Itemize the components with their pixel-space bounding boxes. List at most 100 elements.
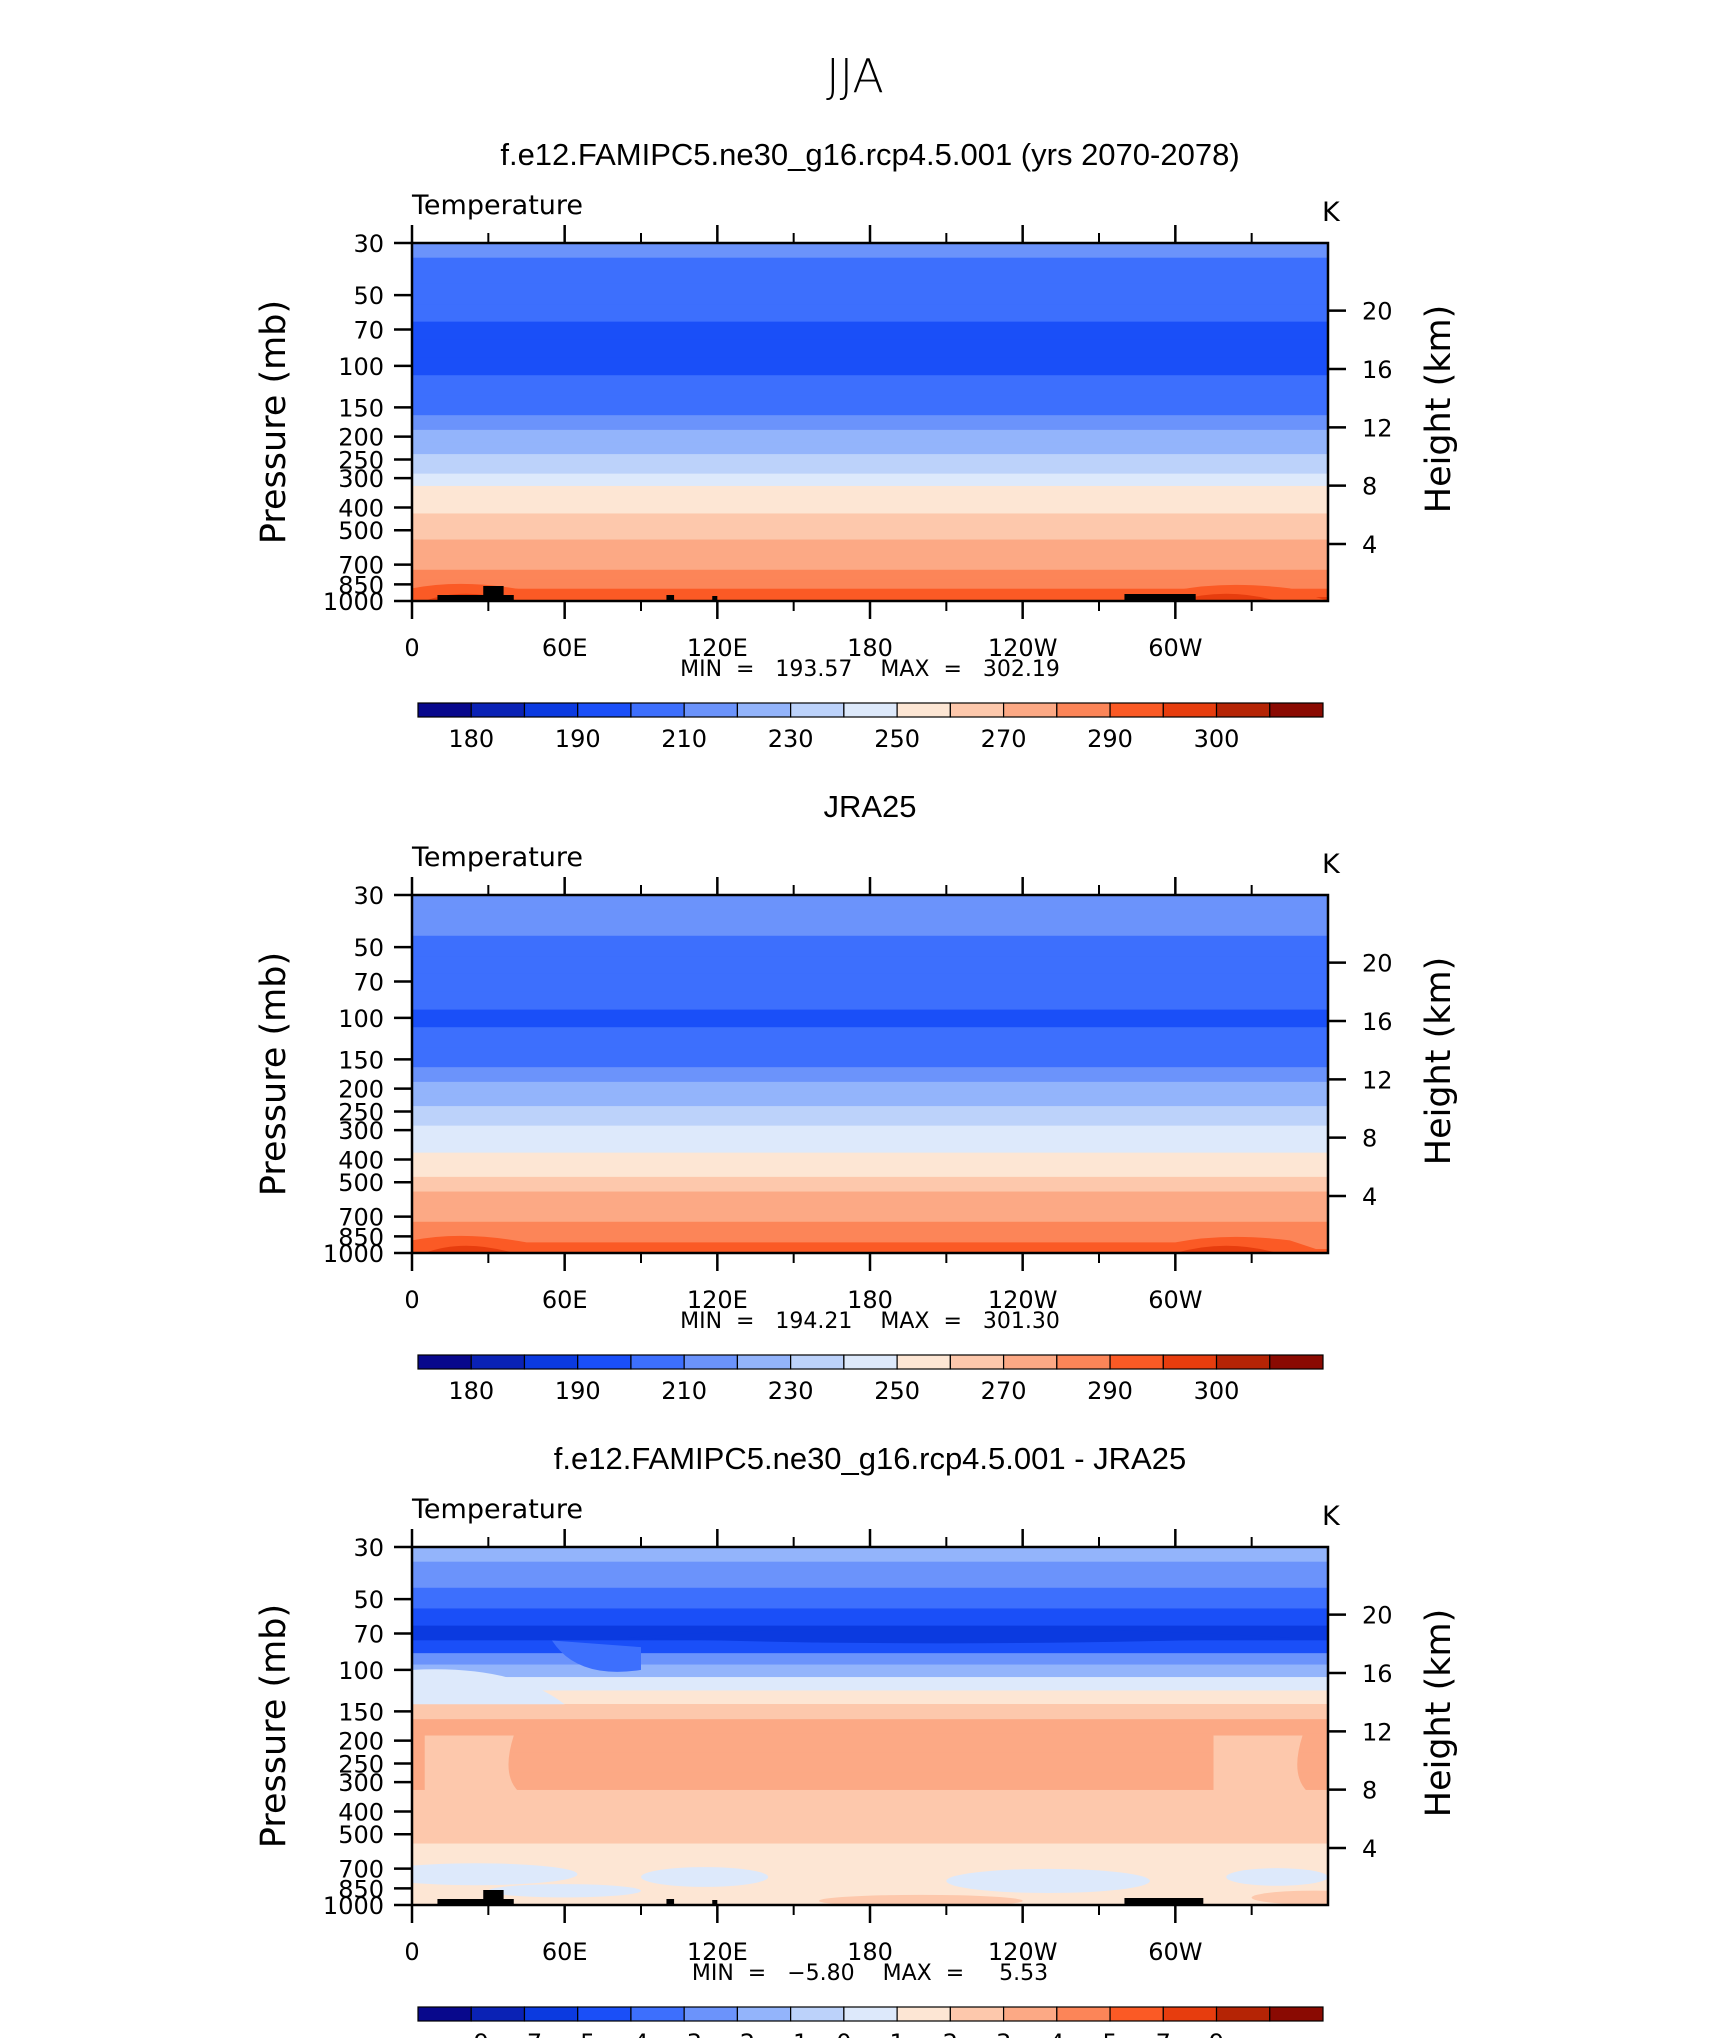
plot-area: [412, 895, 1328, 1253]
y-tick-label: 700: [338, 1856, 384, 1884]
y-axis-label: Pressure (mb): [254, 1604, 294, 1848]
y-right-tick-label: 4: [1362, 1183, 1377, 1211]
contour-band: [412, 1733, 1328, 1753]
terrain-mask: [666, 1899, 675, 1905]
colorbar-swatch: [523, 702, 579, 718]
colorbar-swatch: [577, 1354, 632, 1370]
surface-band: [1175, 1245, 1278, 1253]
y-tick-label: 700: [338, 1204, 384, 1232]
colorbar-swatch: [896, 2006, 951, 2022]
contour-band: [412, 1208, 1328, 1223]
y-tick-label: 100: [338, 1657, 384, 1685]
anomaly-feature: [424, 1735, 519, 1792]
y-right-tick-label: 8: [1362, 1125, 1377, 1153]
anomaly-feature: [1213, 1735, 1308, 1792]
colorbar-swatch: [1002, 702, 1058, 718]
colorbar-label: 3: [996, 2029, 1011, 2038]
colorbar-swatch: [843, 1354, 898, 1370]
colorbar-label: 270: [981, 725, 1027, 753]
contour-band: [412, 1561, 1328, 1589]
contour-band: [412, 1106, 1328, 1118]
y-tick-label: 150: [338, 394, 384, 422]
terrain-mask: [437, 1899, 514, 1905]
colorbar-swatch: [736, 702, 792, 718]
colorbar-swatch: [1109, 2006, 1164, 2022]
colorbar-swatch: [1056, 702, 1111, 718]
colorbar-label: −5: [560, 2029, 595, 2038]
colorbar-label: 210: [661, 1377, 707, 1405]
colorbar-swatch: [683, 1354, 739, 1370]
contour-band: [412, 485, 1328, 502]
colorbar-swatch: [790, 702, 845, 718]
contour-band: [412, 1677, 1328, 1692]
contour-band: [412, 321, 1328, 341]
contour-band: [412, 415, 1328, 431]
y-tick-label: 70: [353, 969, 384, 997]
x-tick-label: 60W: [1148, 1286, 1202, 1314]
contour-band: [412, 1067, 1328, 1083]
y-right-tick-label: 8: [1362, 473, 1377, 501]
anomaly-feature: [641, 1867, 769, 1887]
y-right-axis-label: Height (km): [1419, 1609, 1459, 1818]
panel-title: JRA25: [823, 789, 916, 824]
colorbar-swatch: [949, 702, 1005, 718]
colorbar-swatch: [790, 1354, 845, 1370]
colorbar-swatch: [949, 1354, 1005, 1370]
contour-band: [412, 454, 1328, 466]
contour-band: [412, 500, 1328, 515]
anomaly-feature: [551, 1640, 641, 1672]
y-right-tick-label: 12: [1362, 414, 1393, 442]
colorbar-swatch: [417, 2006, 472, 2022]
contour-band: [412, 395, 1328, 416]
colorbar-label: 2: [943, 2029, 958, 2038]
y-tick-label: 700: [338, 552, 384, 580]
y-tick-label: 200: [338, 424, 384, 452]
y-tick-label: 250: [338, 1098, 384, 1126]
colorbar-swatch: [1162, 1354, 1218, 1370]
colorbar-swatch: [1215, 2006, 1271, 2022]
y-tick-label: 850: [338, 1875, 384, 1903]
min-max-stats: MIN = −5.80 MAX = 5.53: [692, 1961, 1048, 1986]
contour-band: [412, 1116, 1328, 1127]
y-tick-label: 50: [353, 934, 384, 962]
chart-panel-3: f.e12.FAMIPC5.ne30_g16.rcp4.5.001 - JRA2…: [254, 1441, 1459, 2038]
colorbar-label: −9: [454, 2029, 489, 2038]
contour-band: [412, 1152, 1328, 1167]
y-tick-label: 70: [353, 1621, 384, 1649]
y-right-tick-label: 20: [1362, 1602, 1393, 1630]
y-right-tick-label: 20: [1362, 298, 1393, 326]
contour-band: [412, 1772, 1328, 1791]
terrain-mask: [712, 596, 718, 601]
colorbar-label: 5: [1102, 2029, 1117, 2038]
colorbar-swatch: [470, 2006, 526, 2022]
contour-band: [412, 464, 1328, 475]
y-tick-label: 30: [353, 882, 384, 910]
y-tick-label: 50: [353, 1586, 384, 1614]
y-right-tick-label: 16: [1362, 356, 1393, 384]
contour-band: [412, 935, 1328, 958]
contour-band: [412, 1176, 1328, 1193]
y-tick-label: 500: [338, 517, 384, 545]
colorbar-swatch: [736, 1354, 792, 1370]
anomaly-feature: [946, 1868, 1150, 1894]
colorbar-swatch: [523, 2006, 579, 2022]
y-right-tick-label: 16: [1362, 1660, 1393, 1688]
colorbar-swatch: [630, 702, 685, 718]
colorbar-swatch: [577, 702, 632, 718]
colorbar-label: 180: [448, 725, 494, 753]
colorbar-swatch: [843, 2006, 898, 2022]
terrain-mask: [483, 1890, 504, 1905]
y-axis-label: Pressure (mb): [254, 952, 294, 1196]
colorbar-swatch: [1269, 702, 1324, 718]
colorbar-swatch: [1269, 2006, 1324, 2022]
contour-band: [412, 956, 1328, 975]
y-axis-label: Pressure (mb): [254, 300, 294, 544]
terrain-mask: [437, 595, 514, 601]
contour-band: [412, 1221, 1328, 1233]
y-tick-label: 500: [338, 1169, 384, 1197]
colorbar-swatch: [1056, 2006, 1111, 2022]
y-right-tick-label: 16: [1362, 1008, 1393, 1036]
surface-band: [412, 583, 1328, 601]
contour-band: [412, 429, 1328, 444]
plot-area: [412, 1547, 1328, 1905]
